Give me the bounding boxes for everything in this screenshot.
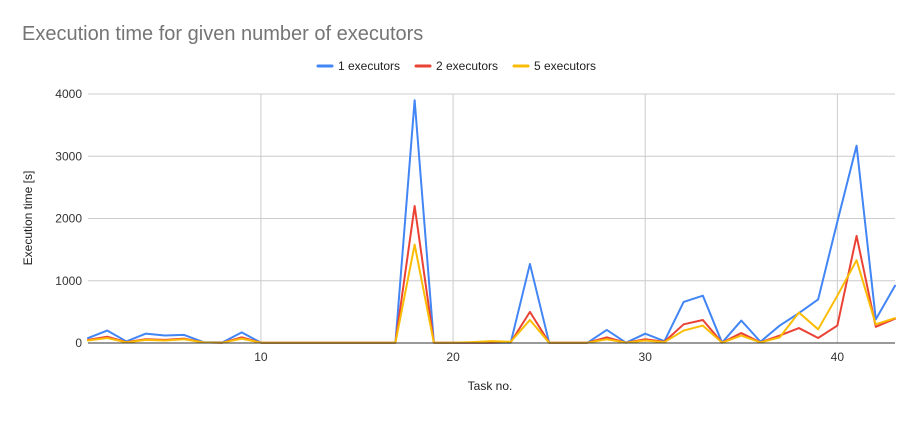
legend-label-3: 5 executors bbox=[534, 59, 596, 73]
chart-title: Execution time for given number of execu… bbox=[22, 23, 423, 45]
grid bbox=[88, 93, 895, 343]
series-line-3 bbox=[87, 243, 896, 344]
y-tick-label-3: 3000 bbox=[55, 149, 82, 163]
x-tick-label-0: 10 bbox=[254, 350, 268, 364]
y-tick-label-4: 4000 bbox=[55, 87, 82, 101]
x-tick-label-2: 30 bbox=[639, 350, 653, 364]
x-axis-label: Task no. bbox=[468, 379, 513, 393]
legend-label-2: 2 executors bbox=[436, 59, 498, 73]
x-tick-label-3: 40 bbox=[831, 350, 845, 364]
x-axis-ticks: 10 20 30 40 bbox=[254, 350, 844, 364]
legend: 1 executors 2 executors 5 executors bbox=[316, 59, 596, 73]
y-axis-label: Execution time [s] bbox=[21, 171, 35, 266]
series-line-2 bbox=[87, 205, 896, 344]
y-axis-ticks: 0 1000 2000 3000 4000 bbox=[55, 87, 82, 350]
y-tick-label-0: 0 bbox=[75, 336, 82, 350]
y-tick-label-2: 2000 bbox=[55, 212, 82, 226]
y-tick-label-1: 1000 bbox=[55, 274, 82, 288]
x-tick-label-1: 20 bbox=[446, 350, 460, 364]
series-line-1 bbox=[87, 99, 896, 344]
legend-label-1: 1 executors bbox=[338, 59, 400, 73]
series-group bbox=[87, 99, 896, 344]
